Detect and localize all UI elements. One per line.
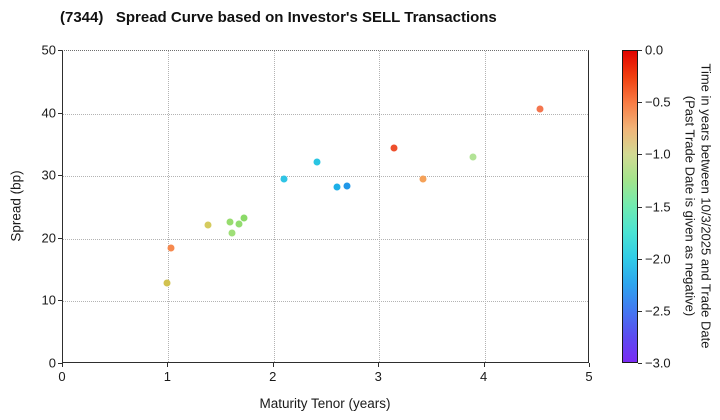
data-point <box>469 153 477 161</box>
colorbar-tick-label: −1.5 <box>645 199 671 214</box>
y-gridline <box>63 113 588 115</box>
colorbar-tick-mark <box>638 50 642 51</box>
y-tick-mark <box>58 237 62 239</box>
colorbar-tick-label: −1.0 <box>645 146 671 162</box>
colorbar-tick-mark <box>638 206 642 208</box>
y-tick-mark <box>58 112 62 114</box>
data-point <box>226 218 234 226</box>
y-gridline <box>63 176 588 178</box>
y-tick-mark <box>58 363 62 364</box>
data-point <box>390 144 398 152</box>
colorbar-tick-mark <box>638 310 642 312</box>
data-point <box>313 158 321 166</box>
colorbar-tick-mark <box>638 258 642 260</box>
data-point <box>167 244 174 252</box>
colorbar-tick-label: −2.5 <box>645 303 671 319</box>
chart-title: (7344) Spread Curve based on Investor's … <box>60 9 497 26</box>
data-point <box>280 175 288 183</box>
data-point <box>343 182 351 190</box>
x-tick-label: 1 <box>163 369 172 384</box>
colorbar-tick-mark <box>638 154 642 156</box>
data-point <box>536 105 544 113</box>
colorbar-tick-label: −0.5 <box>645 94 671 110</box>
colorbar <box>622 50 638 363</box>
x-tick-mark <box>167 363 169 367</box>
x-tick-mark <box>272 363 274 367</box>
plot-area <box>62 50 589 363</box>
data-point <box>419 175 427 183</box>
data-point <box>163 279 171 287</box>
y-gridline <box>63 301 588 303</box>
x-tick-mark <box>62 363 63 367</box>
data-point <box>235 220 243 228</box>
x-tick-label: 3 <box>374 369 382 384</box>
colorbar-tick-mark <box>638 102 642 104</box>
colorbar-label: Time in years between 10/3/2025 and Trad… <box>681 51 714 361</box>
y-tick-label: 10 <box>41 292 56 308</box>
x-gridline <box>379 51 381 362</box>
x-gridline <box>484 51 486 362</box>
x-gridline <box>273 51 275 362</box>
data-point <box>240 214 248 222</box>
colorbar-tick-label: −3.0 <box>645 355 671 371</box>
x-tick-label: 2 <box>269 369 277 384</box>
colorbar-tick-label: 0.0 <box>645 42 664 58</box>
x-gridline <box>168 51 170 362</box>
x-tick-mark <box>378 363 380 367</box>
y-tick-mark <box>58 175 62 177</box>
data-point <box>204 221 212 229</box>
colorbar-tick-mark <box>638 363 642 364</box>
y-tick-label: 50 <box>41 42 56 58</box>
x-tick-mark <box>483 363 485 367</box>
colorbar-label-line1: Time in years between 10/3/2025 and Trad… <box>698 63 714 349</box>
y-tick-mark <box>58 300 62 302</box>
data-point <box>333 183 341 191</box>
colorbar-tick-label: −2.0 <box>645 251 671 267</box>
y-tick-label: 20 <box>41 230 56 246</box>
x-tick-label: 5 <box>585 369 593 384</box>
data-point <box>228 229 236 237</box>
x-axis-label: Maturity Tenor (years) <box>259 396 391 411</box>
x-tick-label: 4 <box>479 369 488 384</box>
y-tick-label: 30 <box>41 167 56 183</box>
x-tick-mark <box>589 363 590 367</box>
x-tick-label: 0 <box>58 369 66 384</box>
y-gridline <box>63 238 588 240</box>
y-tick-label: 0 <box>48 355 56 371</box>
colorbar-label-line2: (Past Trade Date is given as negative) <box>682 95 697 317</box>
y-tick-mark <box>58 50 62 51</box>
y-tick-label: 40 <box>41 105 56 121</box>
